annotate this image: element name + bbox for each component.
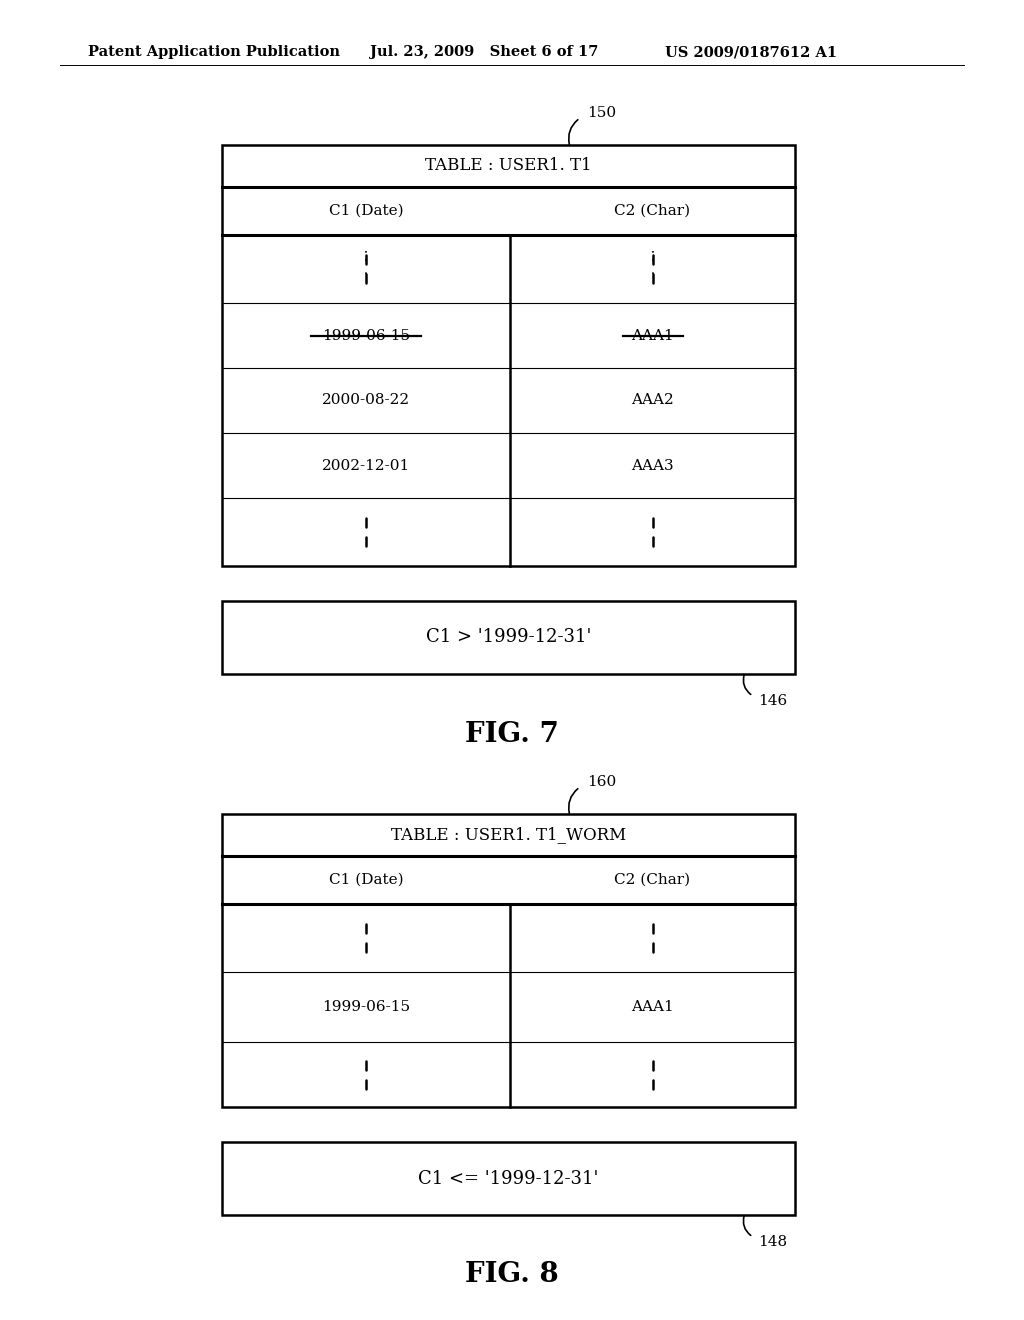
Text: 148: 148	[758, 1236, 787, 1249]
Text: 2002-12-01: 2002-12-01	[322, 458, 411, 473]
Text: C1 > '1999-12-31': C1 > '1999-12-31'	[426, 628, 591, 647]
Text: TABLE : USER1. T1_WORM: TABLE : USER1. T1_WORM	[391, 826, 626, 843]
Text: Patent Application Publication: Patent Application Publication	[88, 45, 340, 59]
Text: C1 (Date): C1 (Date)	[329, 205, 403, 218]
Text: AAA2: AAA2	[631, 393, 674, 408]
Text: 1999-06-15: 1999-06-15	[322, 1001, 410, 1014]
Text: 160: 160	[587, 775, 616, 789]
Text: 150: 150	[587, 106, 616, 120]
Text: FIG. 7: FIG. 7	[465, 721, 559, 747]
FancyArrowPatch shape	[568, 789, 578, 813]
Bar	[222, 1142, 795, 1214]
Text: C1 <= '1999-12-31': C1 <= '1999-12-31'	[419, 1170, 599, 1188]
Bar	[222, 145, 795, 566]
Text: C2 (Char): C2 (Char)	[614, 205, 690, 218]
Text: 2000-08-22: 2000-08-22	[322, 393, 410, 408]
Text: 146: 146	[758, 694, 787, 708]
Bar	[222, 814, 795, 1107]
Text: TABLE : USER1. T1: TABLE : USER1. T1	[425, 157, 592, 174]
Text: 1999-06-15: 1999-06-15	[322, 329, 410, 342]
Text: C2 (Char): C2 (Char)	[614, 873, 690, 887]
Text: US 2009/0187612 A1: US 2009/0187612 A1	[665, 45, 838, 59]
Bar	[222, 601, 795, 675]
FancyArrowPatch shape	[743, 1216, 751, 1236]
Text: C1 (Date): C1 (Date)	[329, 873, 403, 887]
FancyArrowPatch shape	[743, 675, 751, 694]
FancyArrowPatch shape	[568, 120, 578, 144]
Text: FIG. 8: FIG. 8	[465, 1262, 559, 1288]
Text: AAA1: AAA1	[631, 329, 674, 342]
Text: AAA1: AAA1	[631, 1001, 674, 1014]
Text: AAA3: AAA3	[631, 458, 674, 473]
Text: Jul. 23, 2009   Sheet 6 of 17: Jul. 23, 2009 Sheet 6 of 17	[370, 45, 598, 59]
